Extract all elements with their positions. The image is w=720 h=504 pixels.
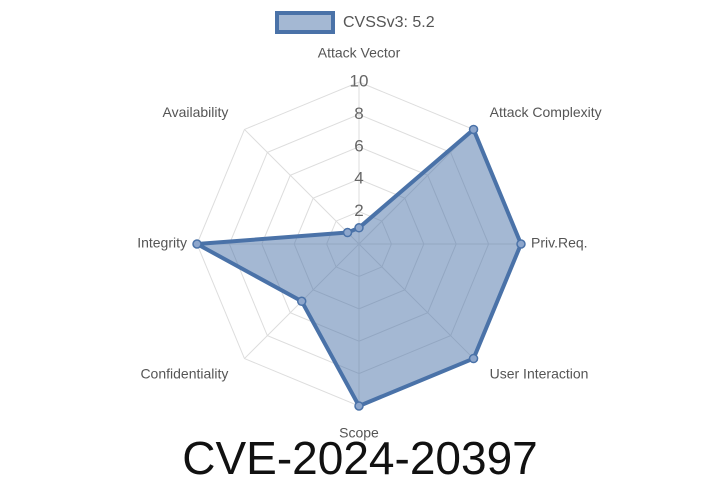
legend-label: CVSSv3: 5.2 <box>343 14 435 31</box>
axis-label: Priv.Req. <box>531 235 588 251</box>
spoke <box>244 129 360 245</box>
r-tick-label: 4 <box>354 169 363 188</box>
chart-title: CVE-2024-20397 <box>182 432 537 484</box>
legend-swatch <box>275 11 335 34</box>
data-point <box>354 223 364 233</box>
axis-label: Attack Vector <box>318 45 401 61</box>
axis-label: Attack Complexity <box>490 104 602 120</box>
r-tick-label: 10 <box>350 71 369 90</box>
axis-label: User Interaction <box>490 365 589 381</box>
data-point <box>342 227 353 238</box>
axis-label: Availability <box>162 104 228 120</box>
data-point <box>468 353 479 364</box>
data-point <box>192 239 202 249</box>
data-point <box>516 239 526 249</box>
data-point <box>468 124 479 135</box>
data-point <box>354 401 364 411</box>
axis-label: Scope <box>339 425 379 441</box>
axis-label: Integrity <box>137 235 187 251</box>
r-tick-label: 8 <box>354 104 363 123</box>
data-point <box>296 296 307 307</box>
r-tick-label: 6 <box>354 136 363 155</box>
r-tick-label: 2 <box>354 201 363 220</box>
axis-label: Confidentiality <box>140 365 228 381</box>
